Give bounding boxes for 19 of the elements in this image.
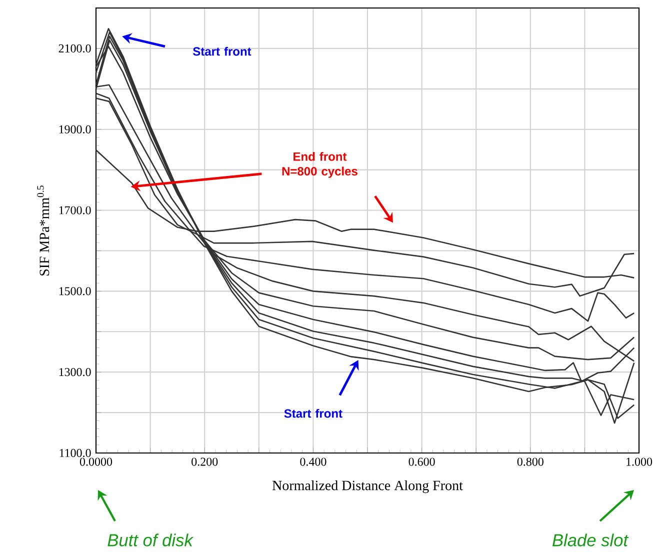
annotation: Start front (284, 408, 342, 418)
text: Blade slot (552, 534, 629, 546)
annotation: Start front (193, 46, 252, 56)
x-tick-label: 0.400 (300, 458, 326, 466)
x-tick-label: 0.800 (517, 458, 544, 466)
y-tick-label: 1500.0 (59, 287, 91, 296)
x-tick-label: 0.200 (192, 458, 218, 466)
y-tick-label: 2100.0 (58, 44, 91, 53)
x-tick-label: 0.0000 (80, 458, 112, 466)
y-tick-label: 1300.0 (59, 368, 91, 376)
annotation: End front N=800 cycles (282, 152, 358, 178)
y-axis-title: SIF MPa*mm$^{0.5}$ (37, 186, 50, 276)
x-tick-label: 1.000 (626, 458, 652, 466)
x-tick-label: 0.600 (408, 458, 435, 466)
x-axis-title: Normalized Distance Along Front (272, 480, 463, 494)
y-tick-label: 1900.0 (59, 125, 91, 134)
text: Butt of disk (108, 534, 194, 546)
y-tick-label: 1700.0 (59, 206, 91, 214)
y-tick-label: 1100.0 (60, 448, 91, 458)
